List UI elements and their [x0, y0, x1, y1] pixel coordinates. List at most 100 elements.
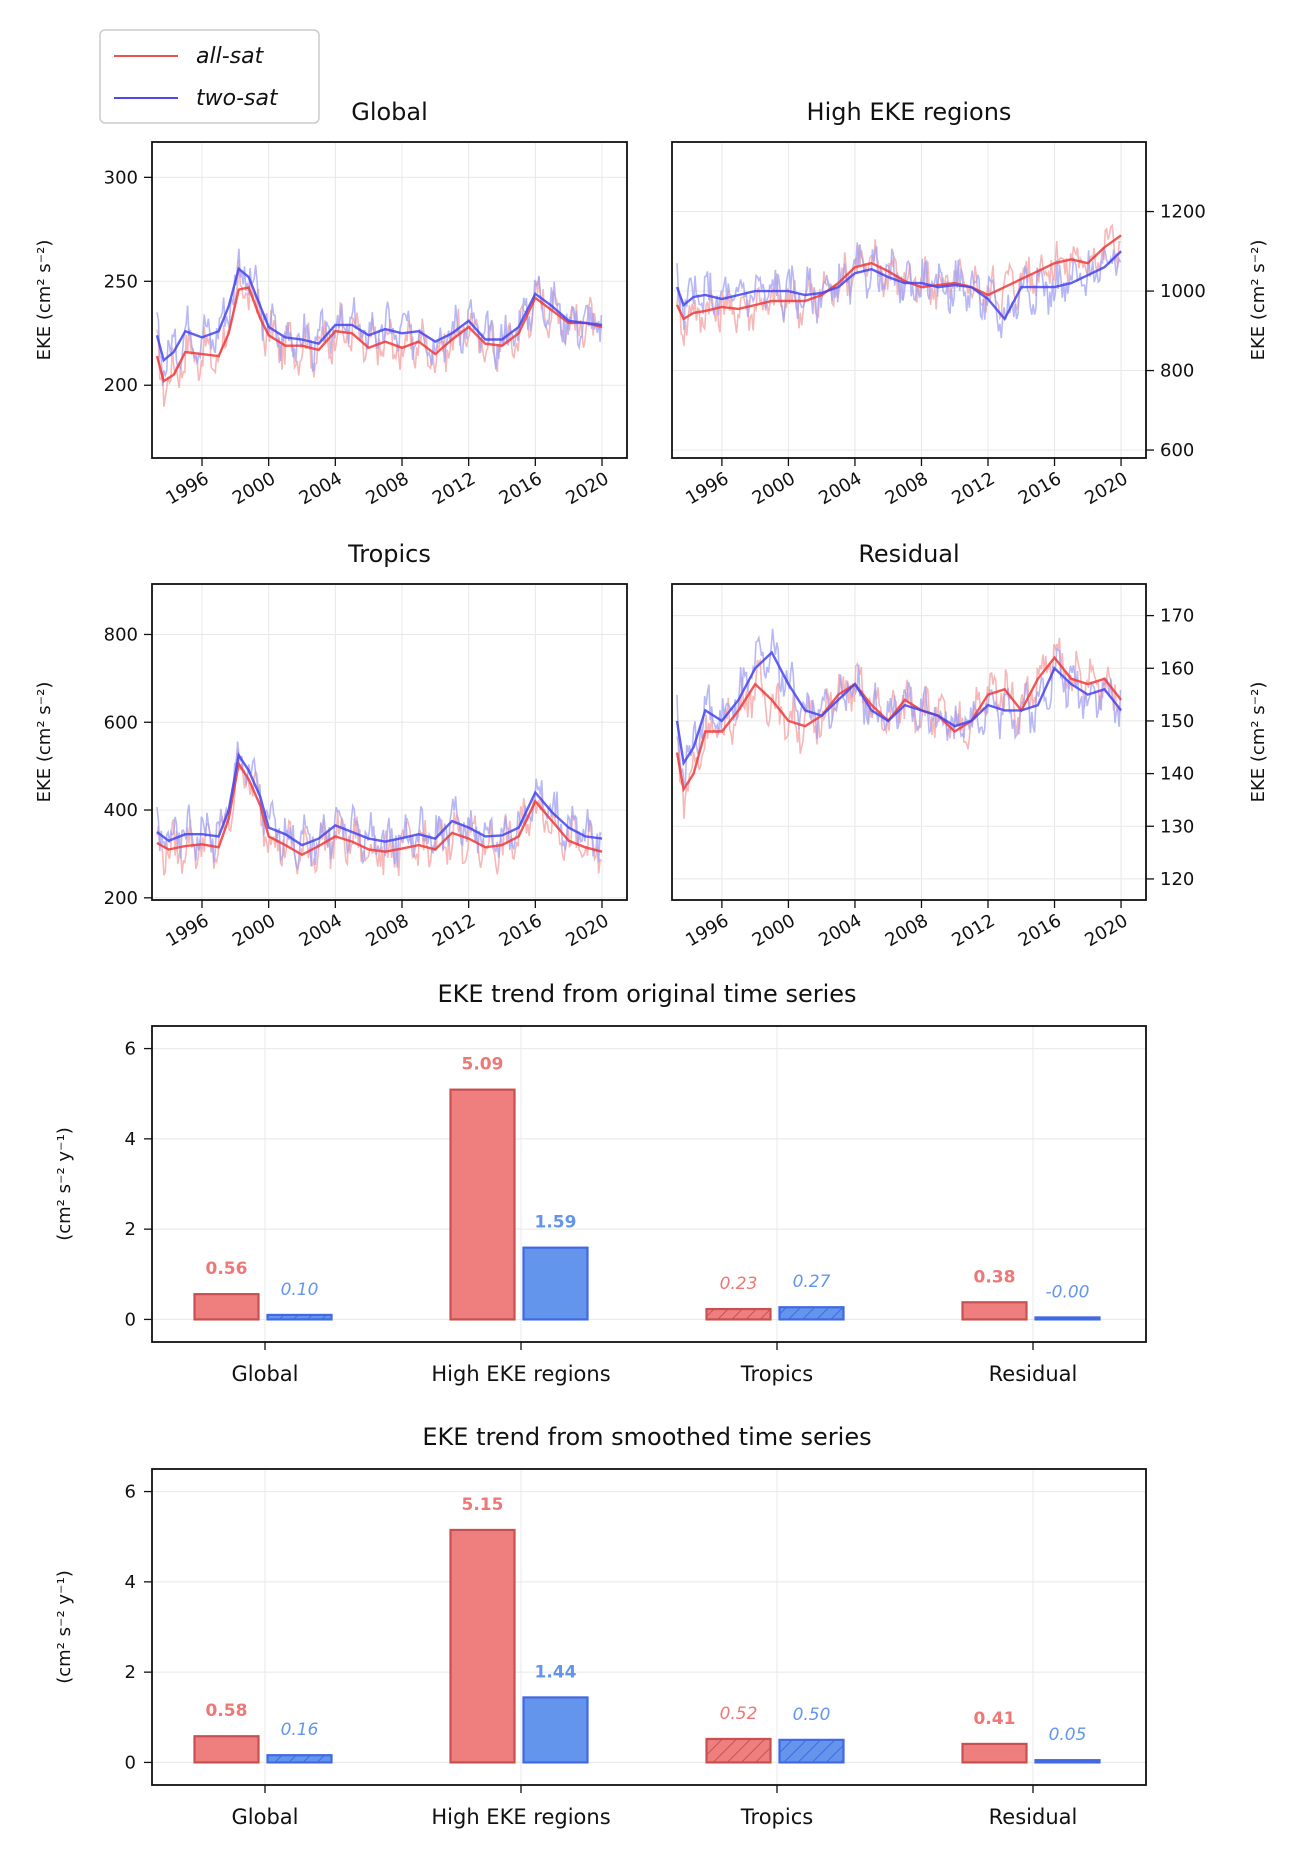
x-tick-label: 2012 — [948, 910, 998, 951]
x-tick-label: 2020 — [562, 468, 612, 509]
bar-value-label: -0.00 — [1046, 1282, 1090, 1302]
y-axis-label: EKE (cm² s⁻²) — [1248, 240, 1269, 361]
bar-two-sat-global — [266, 1313, 333, 1321]
y-tick-label: 400 — [104, 800, 138, 821]
bar-two-sat-tropics — [778, 1306, 845, 1321]
x-tick-label: 2008 — [362, 910, 412, 951]
bar-all-sat-tropics — [705, 1307, 772, 1321]
x-tick-label: 2016 — [1015, 910, 1065, 951]
x-tick-label: 1996 — [162, 910, 212, 951]
x-tick-label: High EKE regions — [431, 1805, 610, 1829]
y-tick-label: 2 — [125, 1662, 136, 1683]
bar-two-sat-residual — [1034, 1759, 1101, 1764]
panel-title: Residual — [858, 540, 959, 568]
y-axis-label: (cm² s⁻² y⁻¹) — [54, 1570, 75, 1684]
y-tick-label: 170 — [1160, 606, 1194, 627]
x-tick-label: 2008 — [362, 468, 412, 509]
bar-all-sat-residual — [961, 1742, 1028, 1764]
series-line-all-sat — [156, 760, 603, 857]
bar-value-label: 0.10 — [281, 1280, 319, 1300]
bar-value-label: 1.44 — [535, 1662, 577, 1682]
x-tick-label: Tropics — [740, 1805, 813, 1829]
x-tick-label: 1996 — [162, 468, 212, 509]
x-tick-label: High EKE regions — [431, 1362, 610, 1386]
raw-series-line-all-sat — [156, 749, 602, 877]
bar-value-label: 5.15 — [462, 1495, 504, 1515]
panel-title: High EKE regions — [807, 98, 1012, 126]
x-tick-label: 2020 — [562, 910, 612, 951]
y-tick-label: 150 — [1160, 711, 1194, 732]
x-tick-label: 2000 — [229, 910, 279, 951]
x-tick-label: 2000 — [749, 910, 799, 951]
y-tick-label: 200 — [104, 888, 138, 909]
bar-all-sat-high-eke-regions — [449, 1528, 516, 1764]
raw-series-line-all-sat — [676, 637, 1122, 819]
x-tick-label: 2012 — [429, 910, 479, 951]
y-tick-label: 0 — [125, 1309, 136, 1330]
y-tick-label: 800 — [104, 624, 138, 645]
x-tick-label: 2012 — [429, 468, 479, 509]
panel-title: EKE trend from original time series — [437, 980, 856, 1008]
x-tick-label: 2000 — [229, 468, 279, 509]
plot-frame — [671, 141, 1147, 459]
x-tick-label: Tropics — [740, 1362, 813, 1386]
y-tick-label: 4 — [125, 1129, 136, 1150]
legend-label-all-sat: all-sat — [196, 44, 265, 69]
x-tick-label: 2004 — [815, 468, 865, 509]
raw-series-line-all-sat — [676, 223, 1121, 346]
panel-title: EKE trend from smoothed time series — [422, 1423, 871, 1451]
x-tick-label: 2004 — [815, 910, 865, 951]
plot-frame — [151, 1025, 1147, 1343]
y-tick-label: 160 — [1160, 658, 1194, 679]
series-line-all-sat — [675, 234, 1122, 321]
bar-panel-smoothed: 0.58 5.15 0.52 0.41 0.16 1.44 0.50 0.05 0 2 4 6 Glob… — [54, 1423, 1147, 1829]
x-tick-label: 2008 — [882, 910, 932, 951]
legend-label-two-sat: two-sat — [196, 86, 279, 111]
series-line-all-sat — [155, 286, 603, 383]
bar-value-label: 1.59 — [535, 1213, 577, 1233]
y-tick-label: 800 — [1160, 361, 1194, 382]
y-tick-label: 250 — [104, 271, 138, 292]
raw-series-line-two-sat — [676, 242, 1122, 339]
x-tick-label: 2012 — [948, 468, 998, 509]
bar-value-label: 0.56 — [206, 1259, 248, 1279]
series-line-two-sat — [156, 752, 603, 847]
y-axis-label: EKE (cm² s⁻²) — [34, 682, 55, 803]
y-tick-label: 2 — [125, 1219, 136, 1240]
plot-frame — [151, 141, 628, 459]
panel-title: Global — [351, 98, 428, 126]
bar-all-sat-residual — [961, 1301, 1028, 1321]
bar-all-sat-tropics — [705, 1737, 772, 1764]
plot-frame — [671, 583, 1147, 901]
bar-value-label: 0.41 — [974, 1709, 1016, 1729]
y-tick-label: 0 — [125, 1752, 136, 1773]
x-tick-label: 2020 — [1081, 910, 1131, 951]
y-axis-label: (cm² s⁻² y⁻¹) — [54, 1127, 75, 1241]
y-tick-label: 6 — [125, 1482, 136, 1503]
series-line-two-sat — [155, 266, 603, 363]
bar-panel-original: 0.56 5.09 0.23 0.38 0.10 1.59 0.27 -0.00 0 2 4 6 Glo… — [54, 980, 1147, 1386]
bar-all-sat-global — [193, 1735, 260, 1764]
x-tick-label: 2004 — [296, 910, 346, 951]
bar-value-label: 0.58 — [206, 1701, 248, 1721]
x-tick-label: 2000 — [749, 468, 799, 509]
bar-two-sat-tropics — [778, 1738, 845, 1764]
bar-two-sat-high-eke-regions — [522, 1696, 589, 1764]
panel-title: Tropics — [347, 540, 431, 568]
y-tick-label: 1200 — [1160, 202, 1206, 223]
x-tick-label: Residual — [989, 1362, 1078, 1386]
line-panel-residual: 1996 2000 2004 2008 2012 2016 2020 120 130 140 150… — [671, 540, 1269, 951]
x-tick-label: Residual — [989, 1805, 1078, 1829]
y-tick-label: 200 — [104, 375, 138, 396]
x-tick-label: 2016 — [496, 910, 546, 951]
y-tick-label: 600 — [104, 712, 138, 733]
bar-all-sat-high-eke-regions — [449, 1088, 516, 1321]
x-tick-label: Global — [232, 1805, 299, 1829]
y-tick-label: 600 — [1160, 440, 1194, 461]
y-tick-label: 120 — [1160, 869, 1194, 890]
legend-box — [99, 29, 320, 124]
y-tick-label: 300 — [104, 167, 138, 188]
y-tick-label: 4 — [125, 1572, 136, 1593]
bar-value-label: 5.09 — [462, 1055, 504, 1075]
